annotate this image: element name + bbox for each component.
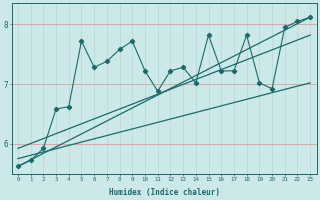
X-axis label: Humidex (Indice chaleur): Humidex (Indice chaleur) xyxy=(108,188,220,197)
